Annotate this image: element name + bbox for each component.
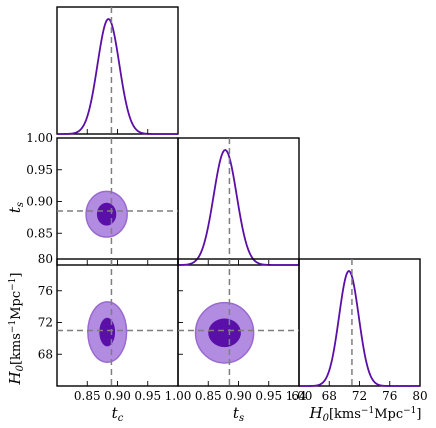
axis-label-ts: ts <box>6 202 26 213</box>
x-tick-label: 1.00 <box>286 389 313 403</box>
marginal-curve-ts <box>177 149 299 266</box>
y-tick-label: 80 <box>38 252 53 266</box>
axis-label-ts: ts <box>233 404 244 424</box>
y-tick-label: 0.90 <box>26 195 53 209</box>
marginal-panel-tc <box>56 6 179 135</box>
contour-panel-tc-ts <box>56 137 179 266</box>
x-tick-label: 0.85 <box>195 389 222 403</box>
panel-frame <box>56 6 179 135</box>
y-tick-label: 0.95 <box>26 163 53 177</box>
contour-68 <box>208 318 241 348</box>
x-tick-label: 76 <box>382 389 397 403</box>
x-tick-label: 72 <box>352 389 367 403</box>
x-tick-label: 0.85 <box>74 389 101 403</box>
x-tick-label: 0.90 <box>225 389 252 403</box>
y-tick-label: 0.85 <box>26 226 53 240</box>
contour-panel-ts-H0 <box>177 258 300 387</box>
axis-label-tc: tc <box>112 404 124 424</box>
marginal-curve-H0 <box>299 270 420 387</box>
contour-68 <box>96 202 117 226</box>
contour-panel-tc-H0 <box>56 258 179 387</box>
x-tick-label: 1.00 <box>165 389 192 403</box>
y-tick-label: 76 <box>38 284 53 298</box>
marginal-curve-tc <box>57 17 178 135</box>
x-tick-label: 0.95 <box>255 389 282 403</box>
marginal-panel-H0 <box>298 258 421 387</box>
x-tick-label: 68 <box>322 389 337 403</box>
contour-68 <box>99 317 116 347</box>
panels-layer <box>56 6 421 387</box>
marginal-panel-ts <box>177 137 300 266</box>
axis-label-H0: H0[kms−1Mpc−1] <box>309 404 422 424</box>
x-tick-label: 80 <box>412 389 427 403</box>
x-tick-label: 64 <box>291 389 307 403</box>
y-tick-label: 72 <box>38 316 53 330</box>
x-tick-label: 0.95 <box>134 389 161 403</box>
y-tick-label: 68 <box>38 347 53 361</box>
y-tick-label: 1.00 <box>26 131 53 145</box>
axis-label-H0: H0[kms−1Mpc−1] <box>6 273 26 386</box>
x-tick-label: 0.90 <box>104 389 131 403</box>
